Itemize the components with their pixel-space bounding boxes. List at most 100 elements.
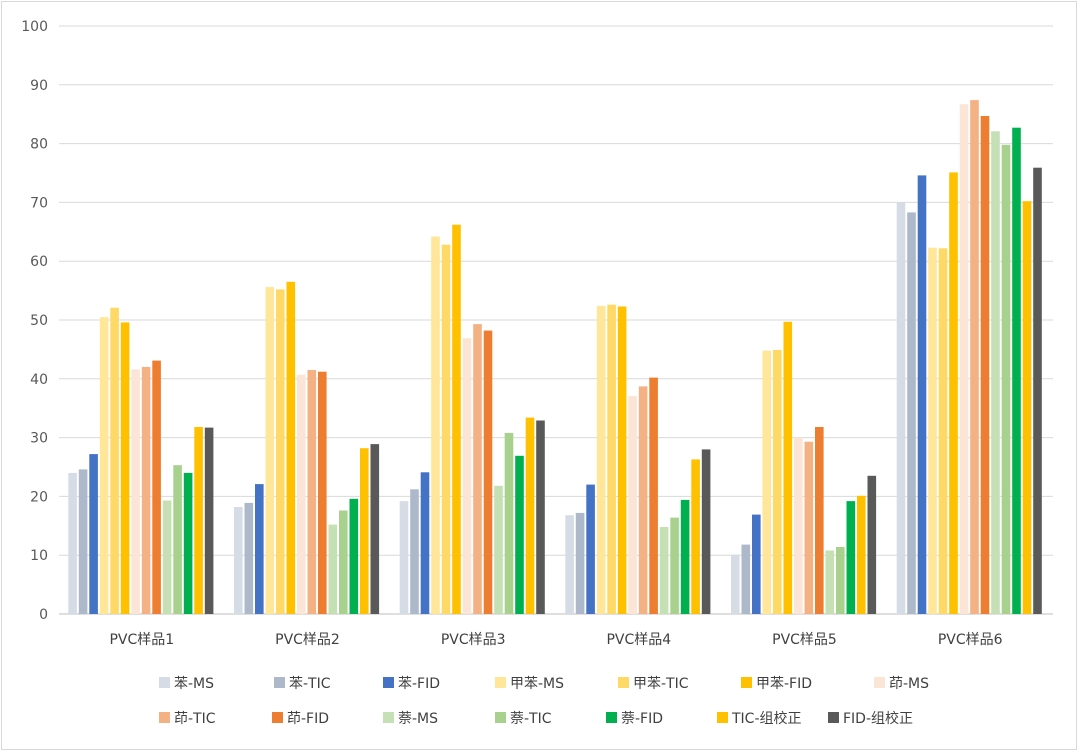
bar [576, 513, 585, 614]
bar [526, 418, 535, 614]
legend-swatch [495, 677, 506, 688]
legend-item: 茚-TIC [159, 711, 216, 727]
x-tick-label: PVC样品5 [772, 632, 837, 648]
legend-item: FID-组校正 [828, 710, 913, 727]
bar [868, 476, 877, 614]
bar [763, 351, 772, 614]
legend-item: TIC-组校正 [717, 710, 802, 727]
legend-item: 萘-MS [383, 711, 438, 727]
legend-item: 甲苯-MS [495, 675, 564, 692]
bar [360, 448, 369, 614]
legend-label: 茚-MS [889, 676, 929, 692]
bar [473, 324, 482, 614]
bar [266, 287, 275, 614]
bar [339, 511, 348, 615]
bar [815, 427, 824, 614]
bar [142, 367, 151, 614]
bar [618, 307, 627, 615]
legend-label: TIC-组校正 [731, 710, 802, 727]
y-tick-label: 30 [30, 431, 48, 447]
x-tick-label: PVC样品3 [441, 632, 506, 648]
legend-label: 萘-FID [621, 711, 663, 727]
legend-swatch [159, 712, 170, 723]
bar [194, 427, 203, 614]
bar [152, 361, 161, 614]
bar [163, 501, 172, 615]
x-axis: PVC样品1 PVC样品2 PVC样品3 PVC样品4 PVC样品5 PVC样品6 [109, 632, 1002, 648]
bar [939, 248, 948, 614]
legend-swatch [717, 712, 728, 723]
legend-swatch [741, 677, 752, 688]
bar [100, 317, 109, 614]
legend-item: 甲苯-FID [741, 675, 812, 692]
bar [702, 449, 711, 614]
bar [928, 248, 937, 614]
bar [184, 473, 193, 614]
bar [826, 551, 835, 615]
bar [234, 507, 243, 614]
y-tick-label: 50 [30, 313, 48, 329]
x-tick-label: PVC样品2 [275, 632, 340, 648]
legend-label: 甲苯-FID [756, 675, 812, 692]
y-tick-label: 80 [30, 137, 48, 153]
bar [628, 396, 637, 614]
y-tick-label: 20 [30, 489, 48, 505]
bar [731, 555, 740, 614]
bar [597, 306, 606, 614]
bar [484, 331, 493, 614]
bar [400, 501, 409, 614]
legend-item: 萘-FID [606, 711, 663, 727]
y-tick-label: 70 [30, 195, 48, 211]
legend-item: 茚-FID [272, 711, 329, 727]
bar [1023, 201, 1032, 614]
bars [68, 100, 1041, 614]
legend-swatch [159, 677, 170, 688]
bar [949, 172, 958, 614]
bar [1002, 145, 1011, 614]
legend-label: 苯-MS [174, 675, 214, 692]
bar [442, 245, 451, 614]
legend-swatch [272, 712, 283, 723]
bar [287, 282, 296, 614]
legend-label: 苯-FID [398, 675, 440, 692]
bar [297, 375, 306, 614]
legend-swatch [383, 677, 394, 688]
bar [245, 503, 254, 614]
legend-label: 茚-FID [287, 711, 329, 727]
bar [752, 515, 761, 614]
bar [1033, 168, 1042, 614]
bar [68, 473, 77, 614]
legend-swatch [495, 712, 506, 723]
bar [121, 322, 130, 614]
bar [318, 372, 327, 614]
y-tick-label: 100 [21, 19, 48, 35]
bar [505, 433, 514, 614]
bar [173, 465, 182, 614]
bar [452, 225, 461, 614]
bar [991, 131, 1000, 614]
legend-swatch [828, 712, 839, 723]
y-tick-label: 10 [30, 548, 48, 564]
legend-item: 苯-TIC [274, 675, 331, 692]
bar [586, 485, 595, 614]
bar [205, 428, 214, 614]
bar [981, 116, 990, 614]
bar [89, 454, 98, 614]
legend-swatch [874, 677, 885, 688]
bar [773, 350, 782, 614]
legend-item: 甲苯-TIC [618, 675, 689, 692]
bar [794, 438, 803, 614]
bar [960, 104, 969, 614]
bar [742, 545, 751, 614]
bar [836, 547, 845, 614]
bar [1012, 128, 1021, 614]
legend-swatch [383, 712, 394, 723]
y-axis: 0102030405060708090100 [21, 19, 48, 623]
bar [515, 456, 524, 614]
bar [691, 459, 700, 614]
bar [607, 305, 616, 614]
bar [970, 100, 979, 614]
bar [660, 527, 669, 614]
bar [255, 484, 264, 614]
